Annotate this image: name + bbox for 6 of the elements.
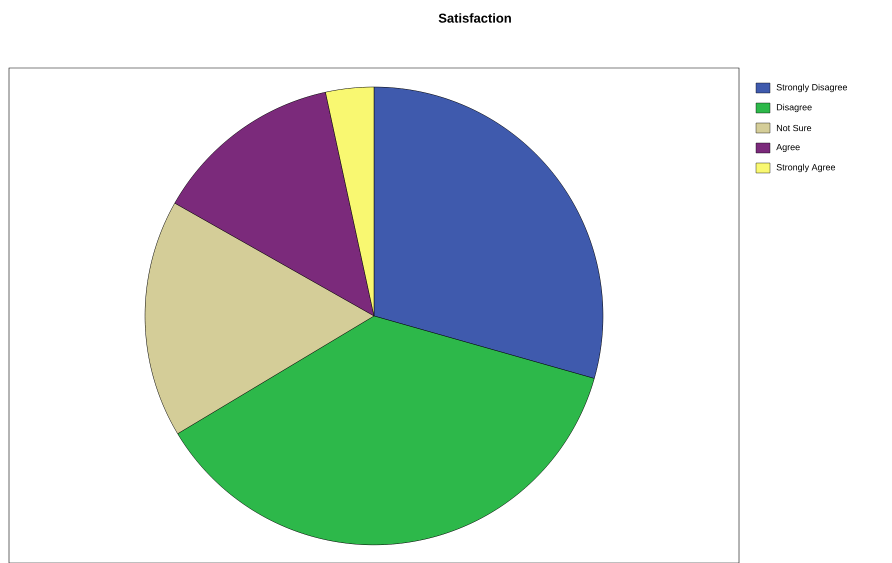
chart-title: Satisfaction [438,13,511,23]
legend-label: Strongly Agree [776,164,836,172]
legend-label: Disagree [776,104,812,112]
legend-label: Strongly Disagree [776,84,848,92]
legend-label: Not Sure [776,124,812,132]
legend-label: Agree [776,144,800,152]
